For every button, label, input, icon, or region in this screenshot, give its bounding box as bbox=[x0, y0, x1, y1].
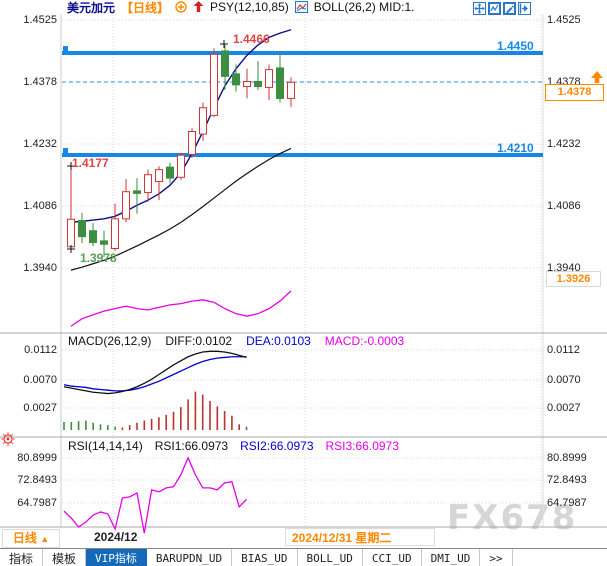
frame-chart-icon[interactable] bbox=[488, 2, 501, 15]
macd-macd-value: MACD:-0.0003 bbox=[324, 334, 405, 348]
axis-tick: 72.8493 bbox=[17, 474, 57, 486]
title-bar: 美元加元 【日线】 PSY(12,10,85) BOLL(26,2) MID:1… bbox=[67, 0, 415, 15]
tab-指标[interactable]: 指标 bbox=[0, 549, 44, 566]
arrow-up-icon[interactable] bbox=[193, 1, 204, 13]
watermark: FX678 bbox=[447, 498, 578, 538]
selected-date-box: 2024/12/31 星期二 bbox=[285, 528, 435, 546]
lower-band-tag: 1.3926 bbox=[546, 271, 601, 287]
axis-tick: 1.4525 bbox=[23, 14, 57, 26]
chart-toolbar bbox=[473, 2, 531, 15]
x-axis-date: 2024/12 bbox=[94, 530, 138, 544]
rsi-label-row: RSI(14,14,14) RSI1:66.0973 RSI2:66.0973 … bbox=[68, 439, 399, 453]
axis-tick: 0.0112 bbox=[24, 344, 57, 356]
tab-bias-ud[interactable]: BIAS_UD bbox=[232, 549, 298, 566]
tab-模板[interactable]: 模板 bbox=[43, 549, 87, 566]
macd-dea-value: DEA:0.0103 bbox=[246, 334, 311, 348]
tab-vip指标[interactable]: VIP指标 bbox=[86, 549, 147, 566]
macd-diff-value: DIFF:0.0102 bbox=[165, 334, 233, 348]
axis-tick: 1.4232 bbox=[547, 138, 581, 150]
rsi3-value: RSI3:66.0973 bbox=[325, 439, 399, 453]
axis-tick: 1.4232 bbox=[23, 138, 57, 150]
rsi1-value: RSI1:66.0973 bbox=[154, 439, 229, 453]
tab--[interactable]: >> bbox=[480, 549, 513, 566]
period-button[interactable]: 日线 ▲ bbox=[2, 529, 60, 548]
axis-tick: 1.4086 bbox=[547, 200, 581, 212]
macd-name: MACD(26,12,9) bbox=[68, 334, 152, 348]
add-circle-icon[interactable] bbox=[175, 1, 187, 13]
swing-low-label: 1.3978 bbox=[80, 251, 117, 265]
mini-chart-icon[interactable] bbox=[294, 1, 308, 13]
axis-tick: 0.0070 bbox=[547, 374, 581, 386]
axis-tick: 1.3940 bbox=[23, 262, 57, 274]
rsi2-value: RSI2:66.0973 bbox=[240, 439, 314, 453]
macd-label-row: MACD(26,12,9) DIFF:0.0102 DEA:0.0103 MAC… bbox=[68, 334, 404, 348]
axis-tick: 1.4378 bbox=[23, 76, 57, 88]
support-level-label[interactable]: 1.4210 bbox=[497, 141, 534, 155]
axis-tick: 72.8493 bbox=[547, 474, 587, 486]
period-label: 【日线】 bbox=[121, 0, 170, 15]
axis-tick: 64.7987 bbox=[547, 497, 587, 509]
tab-cci-ud[interactable]: CCI_UD bbox=[363, 549, 422, 566]
axis-tick: 80.8999 bbox=[547, 452, 587, 464]
swing-high-label: 1.4177 bbox=[72, 156, 109, 170]
tab-barupdn-ud[interactable]: BARUPDN_UD bbox=[147, 549, 233, 566]
sun-icon[interactable] bbox=[1, 432, 15, 446]
crosshair-pan-icon[interactable] bbox=[473, 2, 486, 15]
collapse-right-icon[interactable] bbox=[518, 2, 531, 15]
axis-tick: 0.0027 bbox=[23, 402, 57, 414]
tab-dmi-ud[interactable]: DMI_UD bbox=[422, 549, 481, 566]
caret-up-icon: ▲ bbox=[40, 534, 50, 544]
axis-tick: 80.8999 bbox=[17, 452, 57, 464]
indicator-tab-bar: 指标 模板 VIP指标 BARUPDN_UD BIAS_UD BOLL_UD CCI_UD D… bbox=[0, 548, 607, 566]
axis-tick: 1.4086 bbox=[23, 200, 57, 212]
boll-indicator-label: BOLL(26,2) MID:1. bbox=[313, 0, 415, 14]
psy-indicator-label: PSY(12,10,85) bbox=[210, 0, 289, 14]
draw-pen-icon[interactable] bbox=[503, 2, 516, 15]
marked-high-label: 1.4466 bbox=[233, 32, 270, 46]
axis-tick: 1.4525 bbox=[547, 14, 581, 26]
axis-tick: 0.0112 bbox=[547, 344, 580, 356]
axis-tick: 64.7987 bbox=[17, 497, 57, 509]
tab-boll-ud[interactable]: BOLL_UD bbox=[298, 549, 363, 566]
resistance-level-label[interactable]: 1.4450 bbox=[497, 39, 534, 53]
instrument-name: 美元加元 bbox=[67, 0, 116, 15]
axis-tick: 0.0070 bbox=[23, 374, 57, 386]
axis-tick: 0.0027 bbox=[547, 402, 581, 414]
rsi-name: RSI(14,14,14) bbox=[68, 439, 143, 453]
current-price-tag: 1.4378 bbox=[545, 84, 604, 101]
